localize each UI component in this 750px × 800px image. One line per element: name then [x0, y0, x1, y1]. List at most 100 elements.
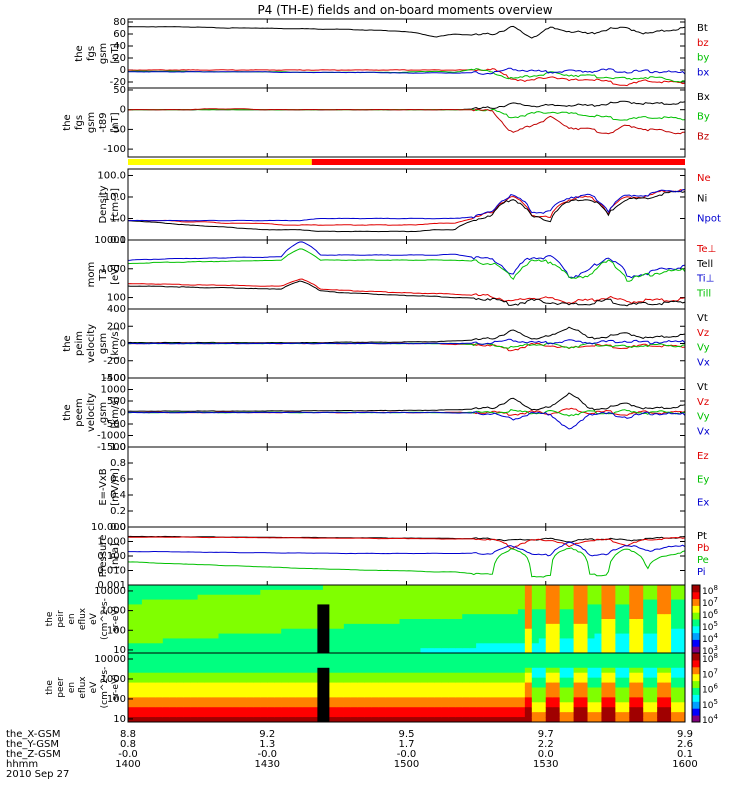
y-tick-label: 1000	[101, 606, 126, 617]
spec-cell	[357, 648, 366, 654]
spec-cell	[169, 623, 178, 630]
spec-cell	[455, 633, 463, 639]
spec-cell	[490, 628, 498, 635]
spec-cell	[608, 589, 616, 596]
spec-cell	[469, 682, 477, 688]
spec-cell	[406, 707, 414, 713]
spec-cell	[239, 653, 247, 659]
spec-cell	[434, 653, 442, 659]
spec-cell	[302, 609, 310, 615]
spec-cell	[406, 589, 414, 596]
spec-cell	[671, 707, 679, 713]
spec-cell	[629, 662, 637, 669]
spec-cell	[615, 585, 623, 591]
spec-cell	[503, 648, 512, 654]
spec-cell	[434, 717, 442, 723]
spec-cell	[267, 648, 275, 654]
spec-cell	[239, 589, 247, 596]
spec-cell	[274, 657, 282, 664]
spec-cell	[274, 619, 282, 625]
spec-cell	[253, 648, 261, 654]
spec-cell	[162, 599, 171, 605]
spec-cell	[302, 599, 310, 605]
spec-cell	[155, 594, 164, 601]
spec-cell	[183, 648, 192, 654]
spec-cell	[392, 653, 401, 659]
spec-cell	[517, 682, 526, 688]
spec-cell	[148, 682, 157, 688]
spec-cell	[309, 648, 317, 654]
spec-cell	[629, 672, 637, 679]
colorbar-cell	[692, 715, 700, 723]
spec-cell	[497, 648, 505, 654]
spec-cell	[476, 653, 484, 659]
spec-cell	[559, 604, 568, 610]
spec-cell	[336, 667, 345, 674]
spec-cell	[406, 657, 414, 664]
spec-cell	[559, 614, 568, 620]
spec-cell	[601, 604, 609, 610]
spec-cell	[566, 633, 575, 639]
spec-cell	[587, 619, 595, 625]
spec-cell	[594, 672, 602, 679]
spec-cell	[399, 628, 407, 635]
spec-cell	[176, 682, 185, 688]
spec-cell	[281, 604, 289, 610]
spec-cell	[559, 648, 568, 654]
spec-cell	[218, 692, 226, 698]
spec-cell	[134, 687, 143, 693]
legend-Pi: Pi	[697, 567, 706, 578]
spec-cell	[580, 623, 589, 630]
spec-cell	[566, 717, 575, 723]
spec-cell	[434, 614, 442, 620]
spec-cell	[309, 633, 317, 639]
spec-cell	[629, 712, 637, 718]
spec-cell	[295, 662, 303, 669]
spec-cell	[622, 609, 630, 615]
spec-cell	[622, 628, 630, 635]
spec-cell	[455, 672, 463, 679]
spec-cell	[483, 623, 491, 630]
spec-cell	[134, 682, 143, 688]
spec-cell	[531, 702, 540, 708]
spec-cell	[162, 702, 171, 708]
spec-cell	[357, 657, 366, 664]
spec-cell	[211, 609, 220, 615]
spec-cell	[134, 633, 143, 639]
spec-cell	[455, 609, 463, 615]
ephemeris-label: the_X-GSM	[6, 729, 60, 740]
spec-cell	[664, 687, 672, 693]
spec-cell	[538, 628, 547, 635]
spec-cell	[469, 692, 477, 698]
spec-cell	[427, 604, 435, 610]
spec-cell	[413, 667, 421, 674]
spec-cell	[295, 692, 303, 698]
spec-cell	[169, 589, 178, 596]
spec-cell	[329, 702, 338, 708]
spec-cell	[510, 585, 519, 591]
spec-cell	[155, 653, 164, 659]
spec-cell	[531, 662, 540, 669]
spec-cell	[246, 619, 254, 625]
spec-cell	[455, 628, 463, 635]
spec-cell	[329, 623, 338, 630]
spec-cell	[476, 643, 484, 649]
spec-cell	[490, 633, 498, 639]
spec-cell	[448, 638, 456, 644]
spec-cell	[434, 702, 442, 708]
spec-cell	[204, 692, 213, 698]
spec-cell	[141, 633, 150, 639]
spec-cell	[392, 623, 401, 630]
spec-cell	[267, 712, 275, 718]
spec-cell	[281, 628, 289, 635]
spec-cell	[566, 692, 575, 698]
spec-cell	[225, 614, 233, 620]
spec-cell	[302, 692, 310, 698]
spec-cell	[350, 643, 359, 649]
colorbar-cell	[692, 694, 700, 702]
spec-cell	[420, 677, 428, 684]
spec-cell	[204, 662, 213, 669]
spec-cell	[343, 672, 352, 679]
spec-cell	[371, 589, 380, 596]
spec-cell	[413, 697, 421, 703]
